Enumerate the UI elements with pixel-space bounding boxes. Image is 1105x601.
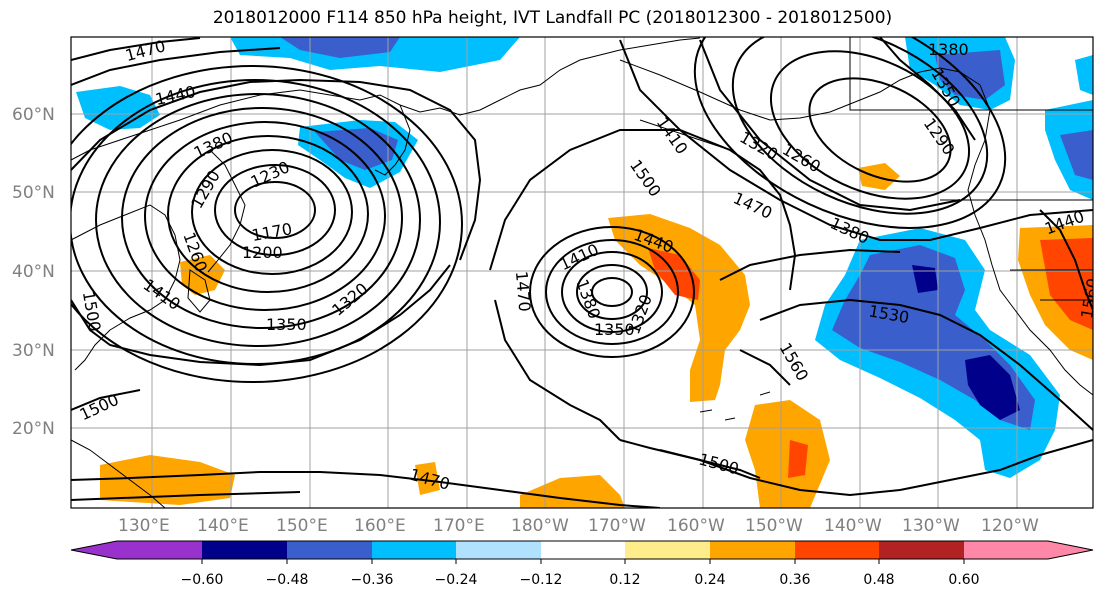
colorbar-segment-1 [202, 541, 287, 559]
lon-label-140w: 140°W [824, 516, 882, 536]
lat-label-60n: 60°N [12, 105, 55, 125]
colorbar-segment-10 [964, 541, 1093, 559]
height-contours [71, 37, 1093, 508]
colorbar-outline [70, 540, 1094, 560]
lon-label-170e: 170°E [433, 516, 485, 536]
ivt-shading [76, 37, 1093, 508]
lon-label-130e: 130°E [118, 516, 170, 536]
lon-label-130w: 130°W [902, 516, 960, 536]
contour-label-1200: 1200 [242, 243, 283, 262]
colorbar-tick-7: 0.36 [779, 572, 810, 588]
colorbar-segment-7 [710, 541, 795, 559]
contour-label-1350-center: 1350 [594, 320, 635, 339]
lat-label-50n: 50°N [12, 183, 55, 203]
colorbar-tick-5: 0.12 [609, 572, 640, 588]
colorbar: −0.60 −0.48 −0.36 −0.24 −0.12 0.12 0.24 … [70, 540, 1094, 588]
lon-label-140e: 140°E [197, 516, 249, 536]
colorbar-segment-5 [541, 541, 625, 559]
map-title: 2018012000 F114 850 hPa height, IVT Land… [212, 8, 893, 28]
contour-label-1350-w: 1350 [266, 315, 307, 334]
lat-label-30n: 30°N [12, 341, 55, 361]
lon-label-170w: 170°W [588, 516, 646, 536]
colorbar-tick-2: −0.36 [351, 572, 394, 588]
contour-label-1380-ne: 1380 [928, 40, 969, 59]
colorbar-segment-9 [879, 541, 964, 559]
colorbar-tick-3: −0.24 [435, 572, 478, 588]
lat-label-20n: 20°N [12, 419, 55, 439]
coastlines [71, 37, 1093, 508]
colorbar-tick-9: 0.60 [948, 572, 979, 588]
colorbar-tick-0: −0.60 [181, 572, 224, 588]
map-frame [70, 36, 1094, 509]
map-grid [71, 37, 1093, 508]
colorbar-segment-0 [71, 541, 202, 559]
lon-label-120w: 120°W [981, 516, 1039, 536]
colorbar-segment-4 [456, 541, 541, 559]
latitude-labels: 60°N 50°N 40°N 30°N 20°N [12, 105, 55, 439]
lon-label-150e: 150°E [276, 516, 328, 536]
contour-label-1470-center: 1470 [512, 270, 534, 312]
lon-label-150w: 150°W [745, 516, 803, 536]
colorbar-tick-8: 0.48 [863, 572, 894, 588]
colorbar-tick-4: −0.12 [520, 572, 563, 588]
colorbar-segment-6 [625, 541, 710, 559]
lon-label-160w: 160°W [667, 516, 725, 536]
colorbar-tick-1: −0.48 [266, 572, 309, 588]
colorbar-segment-3 [372, 541, 456, 559]
longitude-labels: 130°E 140°E 150°E 160°E 170°E 180°W 170°… [118, 516, 1039, 536]
lat-label-40n: 40°N [12, 262, 55, 282]
lon-label-180w: 180°W [511, 516, 569, 536]
lon-label-160e: 160°E [354, 516, 406, 536]
colorbar-segment-8 [795, 541, 879, 559]
colorbar-segment-2 [287, 541, 372, 559]
colorbar-tick-6: 0.24 [694, 572, 725, 588]
